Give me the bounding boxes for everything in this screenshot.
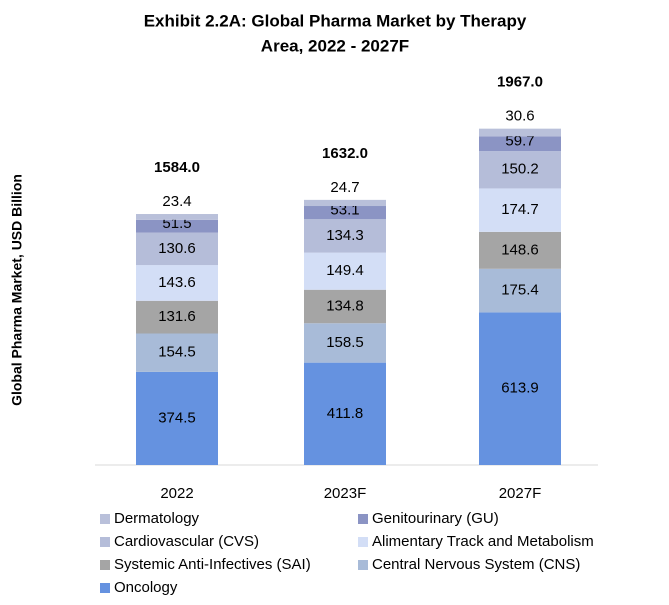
bar-segment: [136, 232, 218, 266]
data-label: 149.4: [326, 262, 364, 279]
legend-label: Central Nervous System (CNS): [372, 556, 580, 573]
bar-segment: [304, 206, 386, 220]
bar-segment: [479, 312, 561, 465]
bar-segment: [304, 219, 386, 253]
legend-label: Cardiovascular (CVS): [114, 533, 259, 550]
data-label: 175.4: [501, 282, 539, 299]
legend-swatch: [100, 583, 110, 593]
data-label: 148.6: [501, 241, 539, 258]
data-label: 24.7: [330, 179, 359, 196]
legend-label: Systemic Anti-Infectives (SAI): [114, 556, 311, 573]
data-label: 411.8: [327, 405, 363, 422]
bar-segment: [136, 219, 218, 233]
bar-segment: [304, 289, 386, 324]
data-label: 143.6: [158, 274, 196, 291]
total-label: 1632.0: [322, 145, 368, 162]
data-label: 30.6: [505, 108, 534, 125]
bar-segment: [304, 323, 386, 363]
legend-label: Dermatology: [114, 510, 200, 527]
total-label: 1584.0: [154, 159, 200, 176]
total-label: 1967.0: [497, 74, 543, 91]
bar-segment: [479, 268, 561, 313]
data-label: 174.7: [501, 201, 539, 218]
bar-segment: [136, 214, 218, 220]
x-tick-label: 2023F: [324, 485, 367, 502]
bar-segment: [479, 151, 561, 189]
legend-swatch: [358, 537, 368, 547]
bar-segment: [136, 300, 218, 334]
legend-label: Alimentary Track and Metabolism: [372, 533, 594, 550]
data-label: 131.6: [158, 308, 196, 325]
bar-segment: [304, 199, 386, 207]
x-tick-label: 2022: [160, 485, 193, 502]
bar-segment: [136, 333, 218, 372]
legend-swatch: [358, 514, 368, 524]
data-label: 150.2: [501, 161, 539, 178]
legend-label: Genitourinary (GU): [372, 510, 499, 527]
chart-title: Exhibit 2.2A: Global Pharma Market by Th…: [144, 11, 527, 30]
data-label: 23.4: [162, 193, 191, 210]
legend-swatch: [100, 560, 110, 570]
bar-segment: [136, 371, 218, 465]
data-label: 374.5: [158, 409, 196, 426]
data-label: 130.6: [158, 240, 196, 257]
bar-segment: [479, 231, 561, 269]
bar-segment: [136, 265, 218, 301]
bar-segment: [479, 128, 561, 137]
data-label: 59.7: [505, 133, 534, 150]
legend-swatch: [358, 560, 368, 570]
chart-title: Area, 2022 - 2027F: [261, 36, 409, 55]
x-tick-label: 2027F: [499, 485, 542, 502]
bar-segment: [304, 252, 386, 290]
bar-segment: [304, 362, 386, 465]
legend-swatch: [100, 514, 110, 524]
y-axis-label: Global Pharma Market, USD Billion: [9, 174, 25, 406]
data-label: 134.8: [326, 297, 364, 314]
legend-label: Oncology: [114, 579, 178, 596]
data-label: 613.9: [501, 380, 539, 397]
bar-segment: [479, 136, 561, 152]
data-label: 134.3: [326, 227, 364, 244]
bar-segment: [479, 188, 561, 232]
data-label: 158.5: [326, 334, 364, 351]
data-label: 154.5: [158, 344, 196, 361]
legend-swatch: [100, 537, 110, 547]
